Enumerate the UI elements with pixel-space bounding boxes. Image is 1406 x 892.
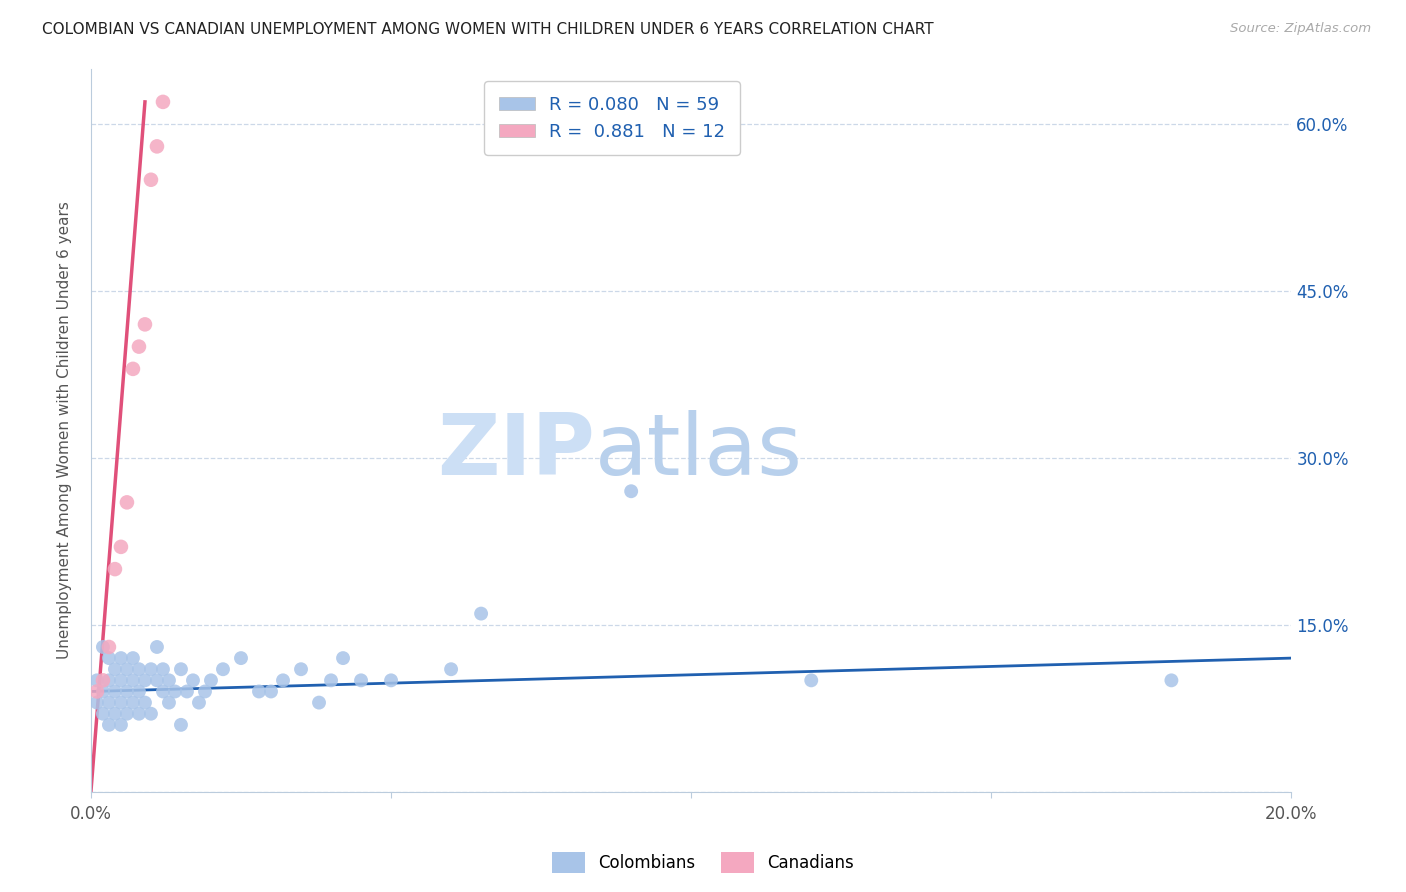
Point <box>91 706 114 721</box>
Point <box>332 651 354 665</box>
Point <box>157 696 180 710</box>
Point <box>176 684 198 698</box>
Point <box>620 484 643 499</box>
Point <box>110 651 132 665</box>
Point <box>104 662 127 676</box>
Point <box>97 640 120 654</box>
Point <box>91 640 114 654</box>
Point <box>146 640 169 654</box>
Point <box>115 495 138 509</box>
Point <box>122 696 145 710</box>
Point <box>800 673 823 688</box>
Point <box>181 673 204 688</box>
Point <box>152 95 174 109</box>
Legend: R = 0.080   N = 59, R =  0.881   N = 12: R = 0.080 N = 59, R = 0.881 N = 12 <box>484 81 740 155</box>
Point <box>152 684 174 698</box>
Point <box>308 696 330 710</box>
Point <box>139 706 162 721</box>
Point <box>194 684 217 698</box>
Point <box>128 706 150 721</box>
Text: Source: ZipAtlas.com: Source: ZipAtlas.com <box>1230 22 1371 36</box>
Point <box>115 706 138 721</box>
Point <box>122 673 145 688</box>
Point <box>110 673 132 688</box>
Point <box>104 706 127 721</box>
Point <box>146 673 169 688</box>
Point <box>470 607 492 621</box>
Point <box>350 673 373 688</box>
Point <box>128 684 150 698</box>
Point <box>97 651 120 665</box>
Point <box>229 651 252 665</box>
Y-axis label: Unemployment Among Women with Children Under 6 years: Unemployment Among Women with Children U… <box>58 201 72 659</box>
Point <box>188 696 211 710</box>
Point <box>110 718 132 732</box>
Point <box>200 673 222 688</box>
Point <box>247 684 270 698</box>
Point <box>91 673 114 688</box>
Point <box>290 662 312 676</box>
Point <box>1160 673 1182 688</box>
Point <box>115 662 138 676</box>
Point <box>212 662 235 676</box>
Point <box>170 718 193 732</box>
Point <box>170 662 193 676</box>
Point <box>104 562 127 576</box>
Point <box>110 540 132 554</box>
Text: atlas: atlas <box>595 410 803 493</box>
Point <box>122 651 145 665</box>
Point <box>97 718 120 732</box>
Point <box>86 684 108 698</box>
Point <box>128 662 150 676</box>
Point <box>122 362 145 376</box>
Point <box>104 684 127 698</box>
Point <box>139 662 162 676</box>
Point <box>134 696 156 710</box>
Point <box>110 696 132 710</box>
Point <box>271 673 294 688</box>
Point <box>157 673 180 688</box>
Point <box>146 139 169 153</box>
Point <box>115 684 138 698</box>
Point <box>97 673 120 688</box>
Point <box>319 673 342 688</box>
Point <box>163 684 186 698</box>
Point <box>128 340 150 354</box>
Point <box>440 662 463 676</box>
Point <box>86 673 108 688</box>
Point <box>152 662 174 676</box>
Text: ZIP: ZIP <box>437 410 595 493</box>
Point <box>139 173 162 187</box>
Point <box>260 684 283 698</box>
Point <box>91 684 114 698</box>
Point <box>134 318 156 332</box>
Point <box>97 696 120 710</box>
Text: COLOMBIAN VS CANADIAN UNEMPLOYMENT AMONG WOMEN WITH CHILDREN UNDER 6 YEARS CORRE: COLOMBIAN VS CANADIAN UNEMPLOYMENT AMONG… <box>42 22 934 37</box>
Point <box>134 673 156 688</box>
Point <box>380 673 402 688</box>
Legend: Colombians, Canadians: Colombians, Canadians <box>546 846 860 880</box>
Point <box>86 696 108 710</box>
